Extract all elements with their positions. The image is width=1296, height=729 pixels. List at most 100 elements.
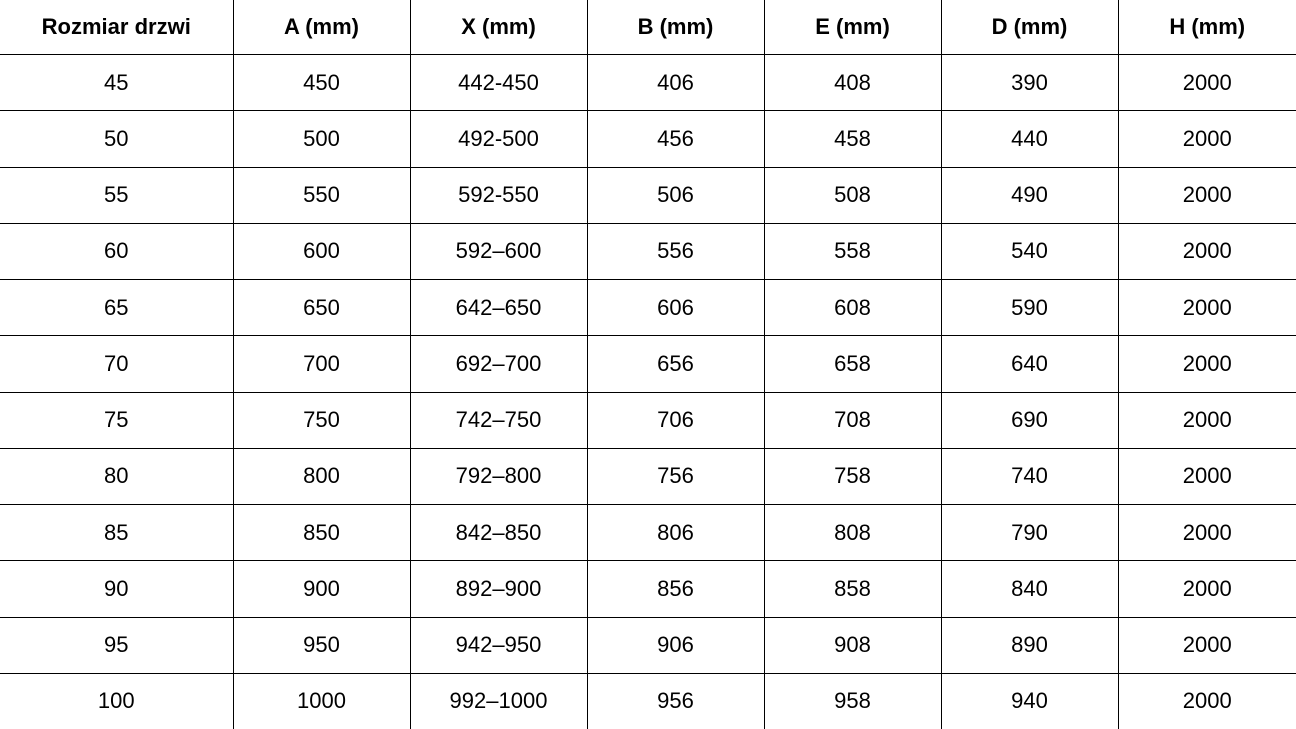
table-cell: 740 [940,447,1119,506]
table-cell: 2000 [1117,503,1296,562]
table-cell: 2000 [1117,222,1296,281]
table-cell: 890 [940,616,1119,674]
table-cell: 100 [0,672,234,729]
table-row: 60 600 592–600 556 558 540 2000 [0,222,1296,281]
table-cell: 858 [763,560,942,618]
table-cell: 558 [763,222,942,281]
table-cell: 490 [940,166,1119,224]
table-cell: 656 [586,335,765,393]
table-row: 100 1000 992–1000 956 958 940 2000 [0,672,1296,729]
table-cell: 2000 [1117,335,1296,393]
table-cell: 940 [940,672,1119,729]
table-cell: 75 [0,391,234,449]
table-cell: 790 [940,503,1119,562]
table-cell: 85 [0,503,234,562]
table-cell: 756 [586,447,765,506]
table-cell: 456 [586,110,765,168]
table-row: 50 500 492-500 456 458 440 2000 [0,110,1296,168]
table-cell: 650 [232,278,411,337]
table-cell: 692–700 [409,335,588,393]
table-cell: 2000 [1117,278,1296,337]
table-cell: 2000 [1117,560,1296,618]
table-cell: 406 [586,53,765,112]
table-cell: 842–850 [409,503,588,562]
table-cell: 908 [763,616,942,674]
table-cell: 700 [232,335,411,393]
table-cell: 2000 [1117,447,1296,506]
table-cell: 45 [0,53,234,112]
column-header: B (mm) [586,0,765,55]
table-cell: 540 [940,222,1119,281]
table-row: 45 450 442-450 406 408 390 2000 [0,53,1296,112]
table-cell: 856 [586,560,765,618]
table-cell: 942–950 [409,616,588,674]
table-row: 85 850 842–850 806 808 790 2000 [0,503,1296,562]
table-cell: 806 [586,503,765,562]
table-cell: 90 [0,560,234,618]
table-header: Rozmiar drzwi A (mm) X (mm) B (mm) E (mm) D (… [0,0,1296,55]
table-row: 55 550 592-550 506 508 490 2000 [0,166,1296,224]
table-cell: 606 [586,278,765,337]
table-cell: 50 [0,110,234,168]
table-cell: 658 [763,335,942,393]
table-cell: 2000 [1117,391,1296,449]
table-cell: 840 [940,560,1119,618]
table-row: 90 900 892–900 856 858 840 2000 [0,560,1296,618]
column-header: E (mm) [763,0,942,55]
table-cell: 60 [0,222,234,281]
table-cell: 590 [940,278,1119,337]
table-cell: 850 [232,503,411,562]
table-row: 75 750 742–750 706 708 690 2000 [0,391,1296,449]
table-cell: 440 [940,110,1119,168]
table-cell: 390 [940,53,1119,112]
table-cell: 750 [232,391,411,449]
table-cell: 508 [763,166,942,224]
table-row: 70 700 692–700 656 658 640 2000 [0,335,1296,393]
column-header: D (mm) [940,0,1119,55]
table-cell: 800 [232,447,411,506]
table-cell: 506 [586,166,765,224]
table-cell: 792–800 [409,447,588,506]
table-row: 65 650 642–650 606 608 590 2000 [0,278,1296,337]
table-cell: 70 [0,335,234,393]
table-row: 95 950 942–950 906 908 890 2000 [0,616,1296,674]
table-cell: 2000 [1117,53,1296,112]
table-cell: 708 [763,391,942,449]
table-cell: 592-550 [409,166,588,224]
column-header: X (mm) [409,0,588,55]
table-cell: 65 [0,278,234,337]
table-cell: 2000 [1117,166,1296,224]
table-cell: 492-500 [409,110,588,168]
table-cell: 950 [232,616,411,674]
table-cell: 458 [763,110,942,168]
column-header: H (mm) [1117,0,1296,55]
table-cell: 2000 [1117,616,1296,674]
table-cell: 956 [586,672,765,729]
table-cell: 450 [232,53,411,112]
table-cell: 600 [232,222,411,281]
table-cell: 758 [763,447,942,506]
table-cell: 906 [586,616,765,674]
table-cell: 2000 [1117,672,1296,729]
table-cell: 1000 [232,672,411,729]
table-cell: 442-450 [409,53,588,112]
table-cell: 55 [0,166,234,224]
table-cell: 80 [0,447,234,506]
table-cell: 95 [0,616,234,674]
table-cell: 900 [232,560,411,618]
table-body: 45 450 442-450 406 408 390 2000 50 500 492-500 456… [0,53,1296,729]
table-row: 80 800 792–800 756 758 740 2000 [0,447,1296,506]
table-cell: 642–650 [409,278,588,337]
header-row: Rozmiar drzwi A (mm) X (mm) B (mm) E (mm) D (… [0,0,1296,55]
table-cell: 690 [940,391,1119,449]
column-header: Rozmiar drzwi [0,0,234,55]
table-cell: 892–900 [409,560,588,618]
table-cell: 2000 [1117,110,1296,168]
table-cell: 500 [232,110,411,168]
table-cell: 556 [586,222,765,281]
column-header: A (mm) [232,0,411,55]
table-cell: 958 [763,672,942,729]
table-cell: 408 [763,53,942,112]
table-cell: 550 [232,166,411,224]
